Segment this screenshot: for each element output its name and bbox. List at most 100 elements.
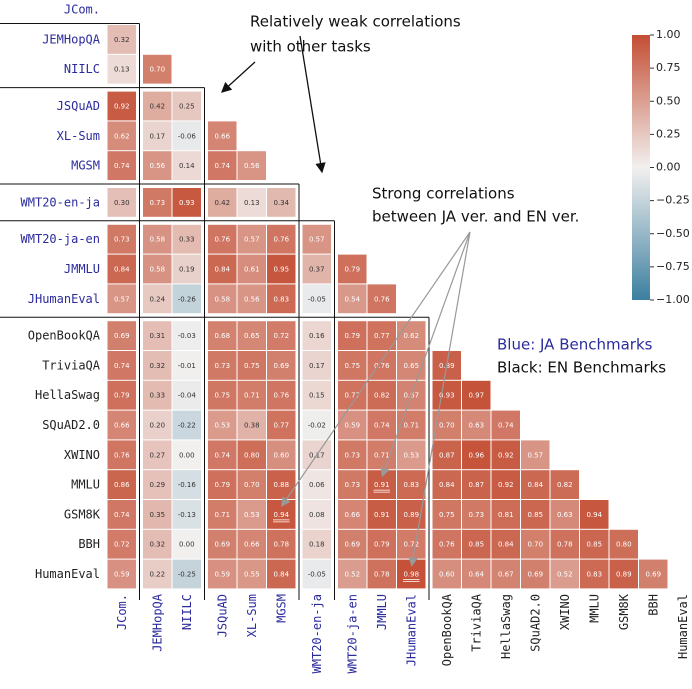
heatmap-cell [208,188,237,217]
row-label: HumanEval [35,567,100,581]
heatmap-cell [208,254,237,284]
heatmap-cell [208,529,237,559]
cell-label: -0.03 [178,332,196,340]
arrow [408,231,471,567]
cell-label: 0.60 [273,451,289,459]
heatmap-cell [432,410,461,440]
heatmap-cell [367,500,396,529]
cell-label: 0.86 [114,481,130,489]
heatmap-cell [143,284,172,314]
annotation: with other tasks [250,38,371,56]
cell-label: 0.32 [114,36,130,44]
heatmap-cell [107,321,136,350]
col-label: XWINO [558,594,572,630]
cell-label: 0.97 [468,392,484,400]
row-label: WMT20-en-ja [21,195,100,209]
arrow [221,61,256,93]
heatmap-cell [143,440,172,470]
heatmap-cell [491,559,520,589]
col-label: JEMHopQA [150,593,164,652]
cell-label: 0.67 [498,571,514,579]
cell-label: 0.13 [244,199,260,207]
heatmap-cell [107,380,136,410]
heatmap-cell [172,151,201,180]
cell-label: 0.14 [179,162,195,170]
heatmap-cell [302,410,331,440]
heatmap-cell [267,440,296,470]
heatmap-cell [302,559,331,589]
cell-label: 0.37 [309,266,325,274]
heatmap-cell [143,351,172,380]
heatmap-cell [338,559,367,589]
row-label: MMLU [71,478,100,492]
heatmap-cell [107,559,136,589]
col-label: JCom. [115,594,129,630]
heatmap-cell [367,321,396,350]
cell-label: 0.81 [498,511,514,519]
heatmap-cell [367,380,396,410]
heatmap-cell [267,284,296,314]
cell-label: 0.56 [244,162,260,170]
cell-label: 0.57 [527,451,543,459]
cell-label: 0.77 [374,332,390,340]
heatmap-cell [237,500,266,529]
heatmap-cell [338,321,367,350]
heatmap-cell [462,500,491,529]
heatmap-cell [107,121,136,151]
cell-label: 0.71 [214,511,230,519]
cell-label: 0.85 [527,511,543,519]
cell-label: 0.82 [557,481,573,489]
heatmap-cell [397,410,426,440]
heatmap-cell [172,91,201,121]
cell-label: 0.53 [403,451,419,459]
row-label: NIILC [64,62,100,76]
heatmap-cell [302,529,331,559]
arrow [299,35,326,174]
heatmap-cell [338,254,367,284]
cell-label: 0.00 [179,451,195,459]
cell-label: 0.20 [149,422,165,430]
col-label: JHumanEval [404,594,418,666]
heatmap-cell [302,470,331,499]
cell-label: 0.62 [403,332,419,340]
cell-label: 0.69 [273,362,289,370]
cell-label: 0.66 [214,132,230,140]
cell-label: 0.73 [468,511,484,519]
heatmap-cell [208,284,237,314]
cell-label: 0.75 [344,362,360,370]
cell-label: 0.74 [498,422,514,430]
cell-label: 0.60 [439,571,455,579]
cell-label: 0.71 [403,422,419,430]
heatmap-cell [143,254,172,284]
cell-label: 0.24 [149,295,165,303]
heatmap-cell [172,188,201,217]
cell-label: -0.13 [178,511,196,519]
cell-label: 0.84 [527,481,543,489]
heatmap-cell [580,559,609,589]
heatmap-cell [237,559,266,589]
heatmap-cell [367,559,396,589]
cell-label: 0.74 [114,162,130,170]
heatmap-cell [143,500,172,529]
cell-label: 0.93 [439,392,455,400]
cell-label: 0.95 [273,266,289,274]
heatmap-cell [172,121,201,151]
heatmap-cell [172,559,201,589]
col-label: XL-Sum [245,594,259,637]
cell-label: 0.84 [439,481,455,489]
heatmap-cell [397,351,426,380]
heatmap-cell [338,380,367,410]
cell-label: 0.74 [214,451,230,459]
row-label: JSQuAD [57,99,100,113]
colorbar [632,35,650,300]
heatmap-cell [397,321,426,350]
heatmap-cell [237,321,266,350]
heatmap-cell [267,410,296,440]
cell-label: 0.79 [374,541,390,549]
heatmap-cell [550,529,579,559]
heatmap-cell [107,254,136,284]
col-label: MMLU [587,594,601,623]
cell-label: 0.76 [374,295,390,303]
cell-label: 0.56 [244,295,260,303]
heatmap-cell [267,224,296,254]
